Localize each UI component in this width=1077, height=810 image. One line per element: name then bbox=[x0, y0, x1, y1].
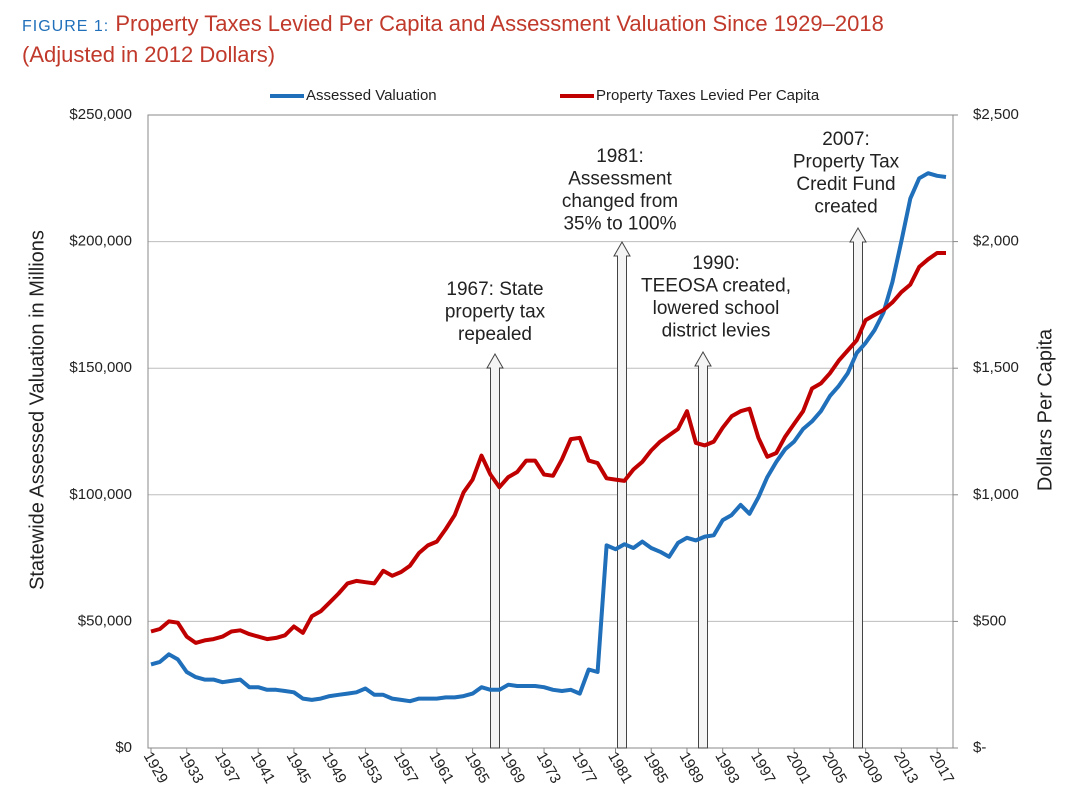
annotation-text: 2007: bbox=[822, 129, 870, 150]
annotation-text: 1981: bbox=[596, 146, 644, 167]
x-tick-label: 1985 bbox=[640, 749, 671, 786]
x-tick-label: 1953 bbox=[354, 749, 385, 786]
y-tick-label: $0 bbox=[115, 739, 132, 756]
x-tick-label: 1965 bbox=[461, 749, 492, 786]
annotation-arrow bbox=[694, 350, 712, 749]
x-tick-label: 1945 bbox=[283, 749, 314, 786]
x-tick-label: 1949 bbox=[318, 749, 349, 786]
x-tick-label: 1993 bbox=[711, 749, 742, 786]
plot-frame bbox=[147, 114, 954, 749]
y-tick-label: $100,000 bbox=[69, 486, 132, 503]
x-tick-label: 2013 bbox=[890, 749, 921, 786]
x-tick-label: 1937 bbox=[211, 749, 242, 786]
annotation-text: TEEOSA created, bbox=[641, 276, 791, 297]
annotation-text: Assessment bbox=[568, 169, 672, 190]
x-tick-label: 2005 bbox=[819, 749, 850, 786]
x-tick-label: 1973 bbox=[533, 749, 564, 786]
annotation-text: 1990: bbox=[692, 253, 740, 274]
annotation-text: property tax bbox=[445, 302, 546, 323]
annotation-arrow bbox=[849, 226, 867, 749]
annotation-text: Credit Fund bbox=[796, 174, 895, 195]
y2-tick-label: $2,000 bbox=[973, 233, 1019, 250]
y-axis-label: Statewide Assessed Valuation in Millions bbox=[26, 230, 48, 590]
annotation-text: repealed bbox=[458, 324, 532, 345]
annotation-text: district levies bbox=[662, 321, 771, 342]
x-tick-label: 1941 bbox=[247, 749, 278, 786]
series-line bbox=[150, 171, 947, 704]
legend-label: Assessed Valuation bbox=[306, 87, 437, 104]
y-tick-label: $50,000 bbox=[78, 612, 132, 629]
y-tick-label: $250,000 bbox=[69, 106, 132, 123]
annotation-text: lowered school bbox=[653, 298, 780, 319]
x-tick-label: 1929 bbox=[140, 749, 171, 786]
y2-tick-label: $500 bbox=[973, 612, 1006, 629]
annotation-text: 1967: State bbox=[446, 279, 543, 300]
y2-tick-label: $- bbox=[973, 739, 986, 756]
x-tick-label: 1957 bbox=[390, 749, 421, 786]
annotation-text: changed from bbox=[562, 191, 678, 212]
title-text: Property Taxes Levied Per Capita and Ass… bbox=[22, 11, 884, 67]
annotation-text: created bbox=[814, 197, 877, 218]
x-tick-label: 1969 bbox=[497, 749, 528, 786]
x-tick-label: 1933 bbox=[175, 749, 206, 786]
title-prefix: FIGURE 1: bbox=[22, 18, 110, 35]
x-tick-label: 1977 bbox=[569, 749, 600, 786]
annotation-text: Property Tax bbox=[793, 152, 900, 173]
y2-axis-label: Dollars Per Capita bbox=[1034, 328, 1056, 491]
x-tick-label: 2001 bbox=[783, 749, 814, 786]
x-tick-label: 1997 bbox=[747, 749, 778, 786]
y-tick-label: $150,000 bbox=[69, 359, 132, 376]
x-tick-label: 1961 bbox=[426, 749, 457, 786]
annotation-arrow bbox=[486, 352, 504, 749]
series-line bbox=[150, 251, 946, 645]
x-tick-label: 1981 bbox=[604, 749, 635, 786]
x-tick-label: 1989 bbox=[676, 749, 707, 786]
y-tick-label: $200,000 bbox=[69, 233, 132, 250]
y2-tick-label: $2,500 bbox=[973, 106, 1019, 123]
legend-label: Property Taxes Levied Per Capita bbox=[596, 87, 820, 104]
x-tick-label: 2017 bbox=[926, 749, 957, 786]
y2-tick-label: $1,500 bbox=[973, 359, 1019, 376]
x-tick-label: 2009 bbox=[854, 749, 885, 786]
chart-title: FIGURE 1: Property Taxes Levied Per Capi… bbox=[22, 10, 962, 69]
annotation-text: 35% to 100% bbox=[563, 214, 676, 235]
annotation-arrow bbox=[613, 240, 631, 749]
y2-tick-label: $1,000 bbox=[973, 486, 1019, 503]
